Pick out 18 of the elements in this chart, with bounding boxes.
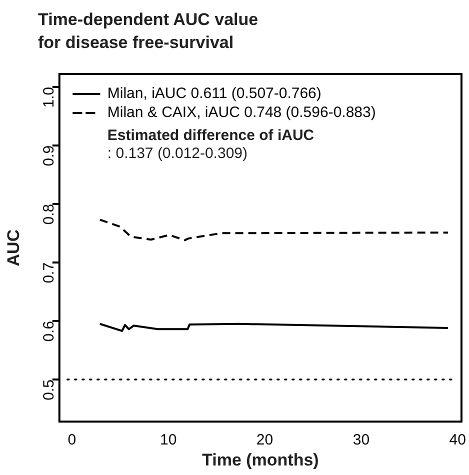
y-tick-label: 0.5 xyxy=(40,379,58,400)
x-tick-label: 0 xyxy=(68,432,76,449)
annotation: Estimated difference of iAUC xyxy=(107,127,314,144)
x-axis-title: Time (months) xyxy=(202,450,319,470)
legend-label: Milan, iAUC 0.611 (0.507-0.766) xyxy=(107,85,322,102)
legend-label: Milan & CAIX, iAUC 0.748 (0.596-0.883) xyxy=(107,104,376,122)
x-tick-label: 40 xyxy=(449,432,466,449)
y-tick-label: 1.0 xyxy=(40,86,58,108)
x-tick-label: 10 xyxy=(160,432,177,449)
y-tick-label: 0.9 xyxy=(40,145,58,166)
annotation: : 0.137 (0.012-0.309) xyxy=(107,145,248,162)
x-tick-label: 20 xyxy=(256,432,274,449)
chart-title: Time-dependent AUC value for disease free-survival xyxy=(38,9,260,54)
x-tick-label: 30 xyxy=(352,432,370,449)
y-tick-label: 0.8 xyxy=(40,204,58,225)
y-tick-label: 0.6 xyxy=(40,320,58,342)
y-tick-label: 0.7 xyxy=(40,262,58,284)
y-axis-title: AUC xyxy=(4,229,23,266)
